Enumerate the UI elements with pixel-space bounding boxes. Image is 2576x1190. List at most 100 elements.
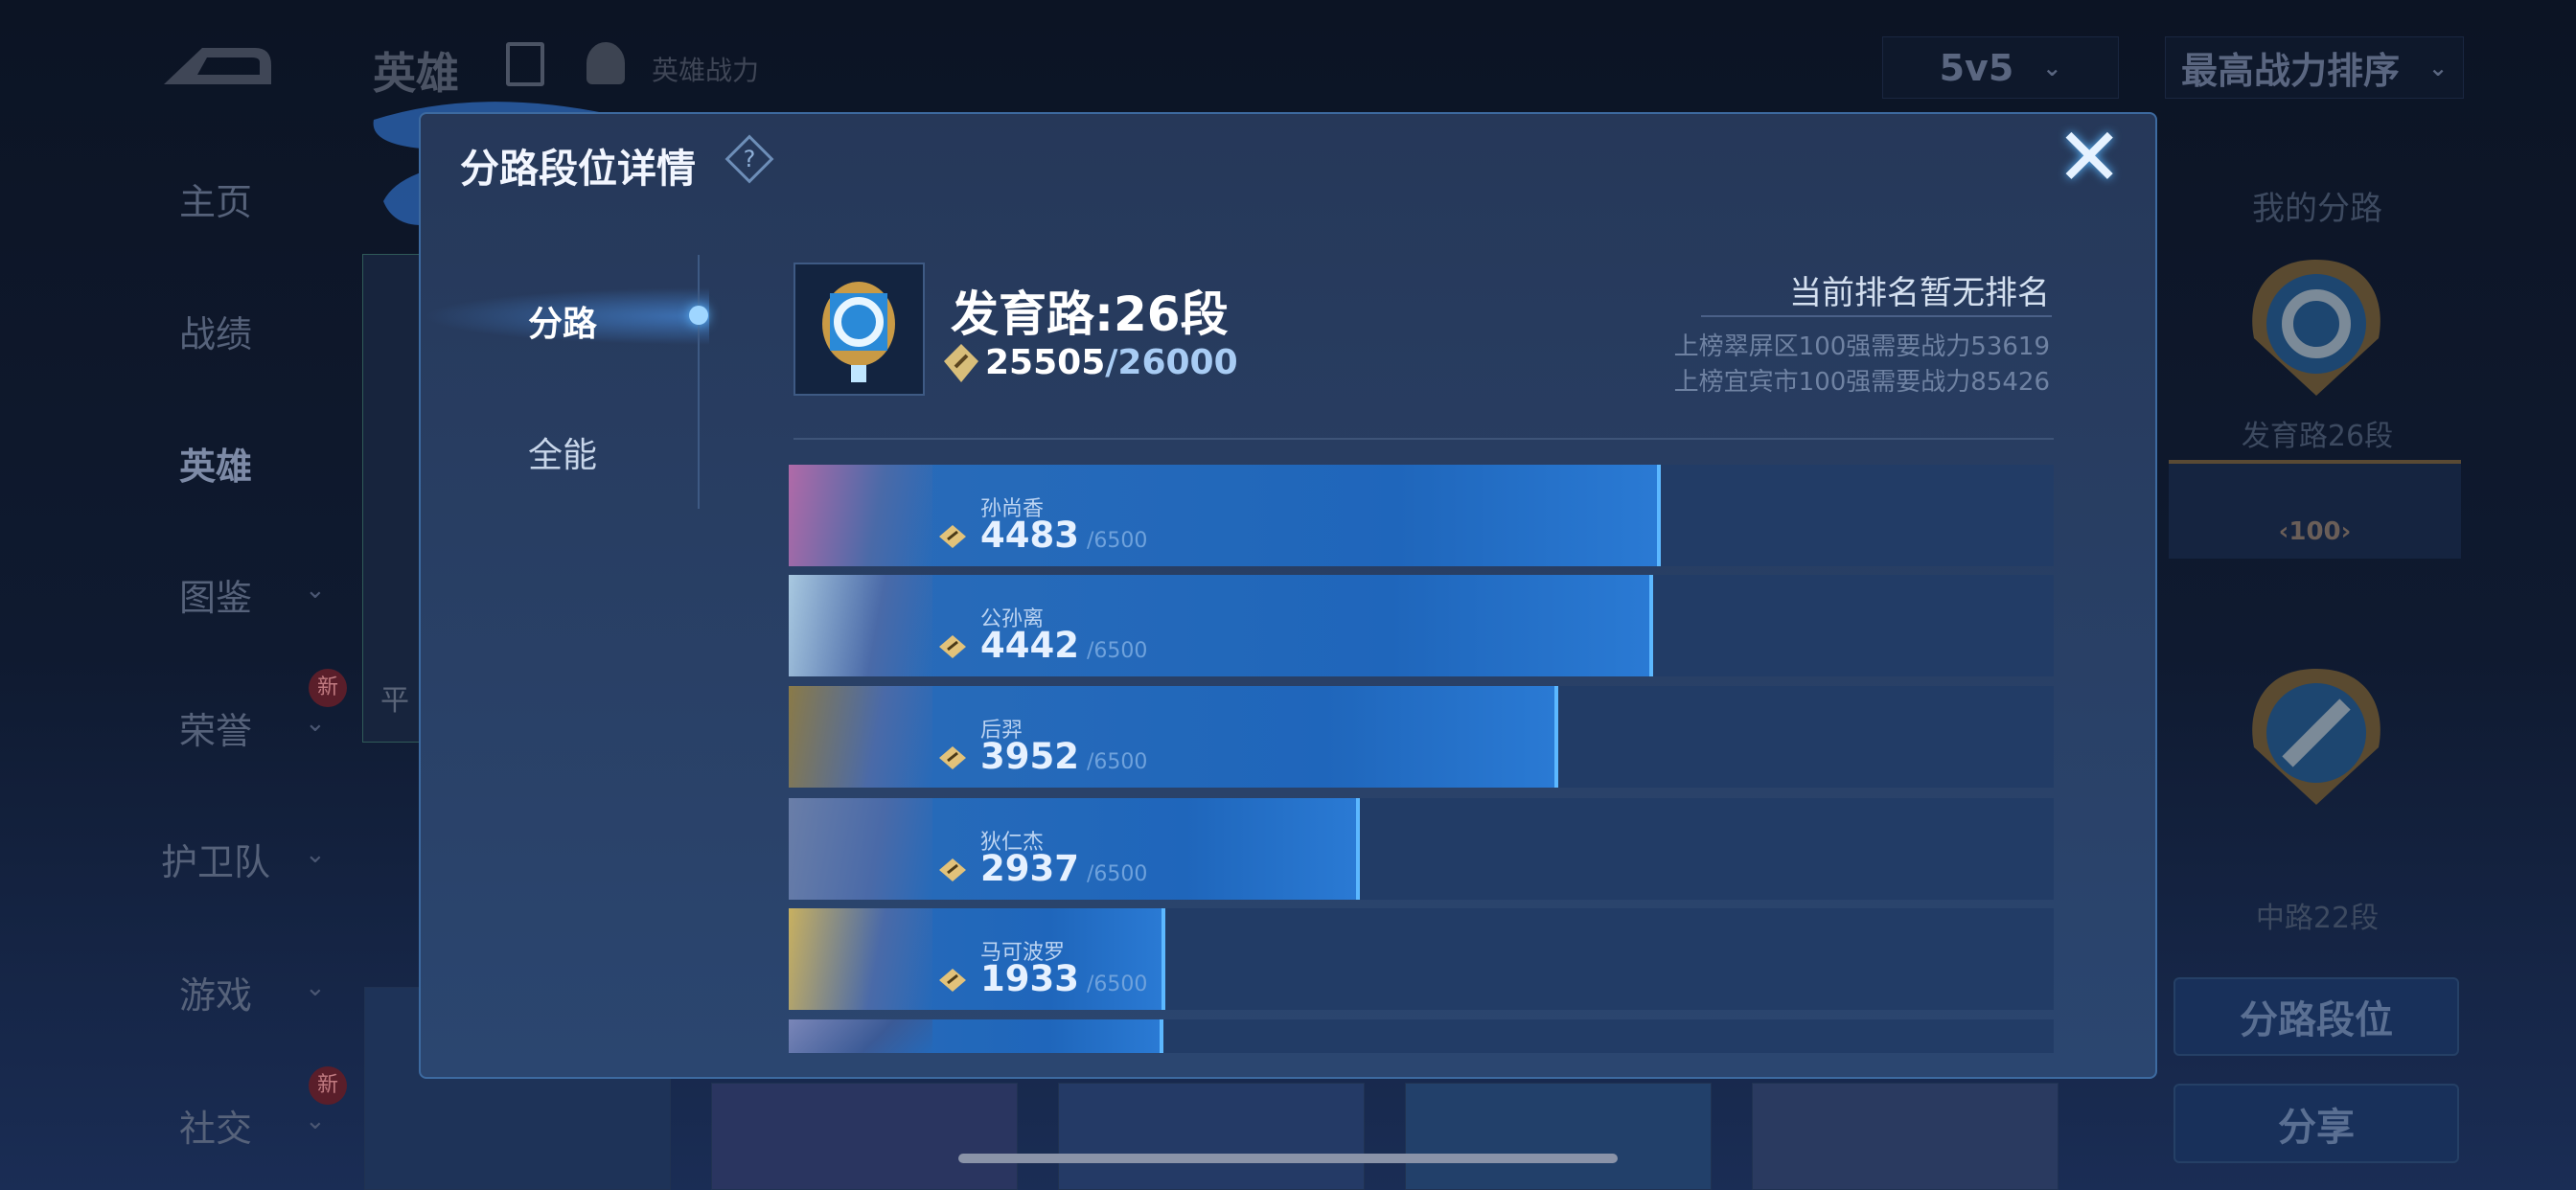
new-badge: 新 xyxy=(309,669,347,707)
hero-card[interactable]: 平 xyxy=(362,254,429,743)
power-icon xyxy=(939,746,966,769)
points-separator: / xyxy=(1105,343,1118,382)
hero-power: 4442/6500 xyxy=(980,625,1147,666)
tab-indicator-dot xyxy=(689,306,708,325)
hero-power-max: /6500 xyxy=(1086,862,1148,886)
hero-row[interactable]: 马可波罗 1933/6500 xyxy=(789,908,2054,1010)
hero-row[interactable]: 孙尚香 4483/6500 xyxy=(789,465,2054,566)
rank-status: 当前排名暂无排名 xyxy=(1789,274,2050,312)
hero-power-value: 3952 xyxy=(980,736,1079,777)
chevron-down-icon: ⌄ xyxy=(2427,54,2449,81)
sidebar-label: 护卫队 xyxy=(160,841,270,883)
rank-banner: ‹100› xyxy=(2169,460,2461,559)
hero-row[interactable]: 狄仁杰 2937/6500 xyxy=(789,798,2054,900)
mode-select-value: 5v5 xyxy=(1939,46,2014,89)
hero-row[interactable]: 后羿 3952/6500 xyxy=(789,686,2054,788)
tab-lane[interactable]: 分路 xyxy=(528,305,598,344)
mode-select[interactable]: 5v5 ⌄ xyxy=(1882,36,2119,99)
hero-power-value: 2937 xyxy=(980,848,1079,889)
hero-power: 1933/6500 xyxy=(980,958,1147,999)
hero-card[interactable] xyxy=(711,1083,1018,1190)
power-icon xyxy=(944,344,978,382)
tab-active-glow xyxy=(422,287,709,345)
hero-power-max: /6500 xyxy=(1086,973,1148,996)
lane-points: 25505/26000 xyxy=(985,343,1238,382)
power-icon xyxy=(939,858,966,881)
chevron-down-icon: ⌄ xyxy=(305,576,326,605)
list-icon[interactable] xyxy=(506,42,544,86)
hero-portrait xyxy=(789,465,932,566)
sidebar-label: 社交 xyxy=(178,1108,252,1150)
adc-lane-badge-icon xyxy=(822,282,895,382)
sort-select-value: 最高战力排序 xyxy=(2180,50,2400,92)
hero-card[interactable] xyxy=(1058,1083,1365,1190)
hero-card[interactable] xyxy=(1405,1083,1712,1190)
hero-portrait xyxy=(789,686,932,788)
sidebar-label: 战绩 xyxy=(178,313,252,355)
sort-select[interactable]: 最高战力排序 ⌄ xyxy=(2165,36,2464,99)
hero-portrait xyxy=(789,1019,932,1053)
hero-power-value: 1933 xyxy=(980,958,1079,999)
tab-divider xyxy=(698,255,700,509)
hero-name: 马可波罗 xyxy=(980,941,1066,965)
hero-row-partial[interactable] xyxy=(789,1019,2054,1053)
chevron-down-icon: ⌄ xyxy=(2042,54,2062,81)
close-icon[interactable]: ✕ xyxy=(2056,110,2124,204)
new-badge: 新 xyxy=(309,1066,347,1105)
mid-lane-rank: 中路22段 xyxy=(2255,902,2380,935)
hero-portrait xyxy=(789,908,932,1010)
share-button[interactable]: 分享 xyxy=(2174,1084,2459,1163)
hero-power: 4483/6500 xyxy=(980,515,1147,556)
home-indicator[interactable] xyxy=(958,1154,1618,1163)
hero-power-max: /6500 xyxy=(1086,750,1148,774)
lane-title: 发育路:26段 xyxy=(951,286,1229,342)
hero-portrait xyxy=(789,575,932,676)
hero-power-max: /6500 xyxy=(1086,639,1148,663)
my-lanes-title: 我的分路 xyxy=(2252,190,2382,228)
adc-lane-badge-icon[interactable] xyxy=(2244,252,2388,405)
hero-name: 孙尚香 xyxy=(980,497,1045,521)
sidebar-label: 英雄 xyxy=(178,446,252,488)
mid-lane-badge-icon[interactable] xyxy=(2244,661,2388,814)
power-icon xyxy=(939,969,966,992)
chevron-down-icon: ⌄ xyxy=(305,973,326,1002)
section-divider xyxy=(794,438,2054,440)
lane-rank-button[interactable]: 分路段位 xyxy=(2174,977,2459,1056)
sidebar-label: 主页 xyxy=(178,181,252,223)
hero-power-link[interactable]: 英雄战力 xyxy=(652,55,760,86)
hero-card-name: 平 xyxy=(380,684,409,718)
power-bar-fill xyxy=(789,575,1654,676)
chevron-down-icon: ⌄ xyxy=(305,709,326,738)
points-target: 26000 xyxy=(1117,343,1238,382)
sidebar-label: 游戏 xyxy=(178,974,252,1017)
hero-power: 3952/6500 xyxy=(980,736,1147,777)
hero-card[interactable] xyxy=(1752,1083,2058,1190)
hero-name: 公孙离 xyxy=(980,607,1045,631)
rank-divider xyxy=(1701,315,2052,317)
power-icon xyxy=(939,635,966,658)
hero-helmet-icon xyxy=(586,42,625,84)
power-bar-fill xyxy=(789,465,1662,566)
tab-all-round[interactable]: 全能 xyxy=(528,436,598,475)
hero-name: 狄仁杰 xyxy=(980,831,1045,855)
chevron-down-icon: ⌄ xyxy=(305,1107,326,1135)
points-current: 25505 xyxy=(985,343,1106,382)
sidebar-label: 荣誉 xyxy=(178,710,252,752)
sidebar-label: 图鉴 xyxy=(178,577,252,619)
header-title: 英雄 xyxy=(373,48,460,99)
hero-name: 后羿 xyxy=(980,719,1024,743)
hero-portrait xyxy=(789,798,932,900)
power-icon xyxy=(939,525,966,548)
hero-row[interactable]: 公孙离 4442/6500 xyxy=(789,575,2054,676)
hero-power-max: /6500 xyxy=(1086,529,1148,553)
adc-lane-rank: 发育路26段 xyxy=(2241,420,2394,453)
hero-power-value: 4442 xyxy=(980,625,1079,666)
lane-badge-frame xyxy=(794,263,925,396)
chevron-down-icon: ⌄ xyxy=(305,840,326,869)
hero-power-value: 4483 xyxy=(980,515,1079,556)
rank-requirement-city: 上榜宜宾市100强需要战力85426 xyxy=(1673,368,2050,397)
rank-requirement-district: 上榜翠屏区100强需要战力53619 xyxy=(1673,332,2050,361)
modal-title: 分路段位详情 xyxy=(460,146,696,192)
banner-rank-text: ‹100› xyxy=(2278,517,2352,546)
back-icon[interactable] xyxy=(164,38,274,86)
